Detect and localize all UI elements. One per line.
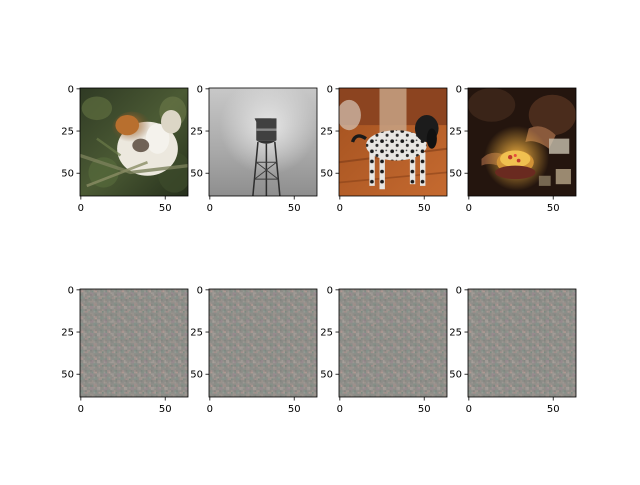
y-tick-label: 0	[456, 84, 462, 95]
y-tick-label: 50	[190, 370, 203, 381]
water-tower-image	[209, 88, 317, 196]
y-tick-label: 25	[190, 328, 203, 339]
y-tick-label: 0	[327, 285, 333, 296]
x-tick-label: 50	[547, 203, 560, 214]
y-tick-label: 25	[61, 127, 74, 138]
cat-image	[80, 88, 188, 196]
axes-frame	[467, 288, 577, 398]
y-tick-label: 0	[68, 84, 74, 95]
subplot-5: 0 50 0 25 50	[61, 285, 189, 415]
x-tick-label: 50	[418, 404, 431, 415]
y-tick-label: 0	[456, 285, 462, 296]
x-tick-label: 0	[466, 203, 472, 214]
y-tick-label: 0	[197, 285, 203, 296]
x-tick-label: 50	[418, 203, 431, 214]
y-tick-label: 50	[320, 370, 333, 381]
generated-image	[209, 289, 317, 397]
subplot-3: 0 50 0 25 50	[320, 84, 448, 214]
subplot-8: 0 50 0 25 50	[449, 285, 577, 415]
y-tick-label: 25	[61, 328, 74, 339]
y-tick-label: 0	[68, 285, 74, 296]
y-tick-label: 50	[190, 169, 203, 180]
subplot-2: 0 50 0 25 50	[190, 84, 318, 214]
cake-image	[468, 88, 576, 196]
subplot-6: 0 50 0 25 50	[190, 285, 318, 415]
x-tick-label: 50	[159, 203, 172, 214]
subplot-7: 0 50 0 25 50	[320, 285, 448, 415]
axes-frame	[79, 288, 189, 398]
axes-frame	[338, 87, 448, 197]
generated-image	[468, 289, 576, 397]
y-tick-label: 0	[197, 84, 203, 95]
x-tick-label: 0	[337, 404, 343, 415]
axes-frame	[79, 87, 189, 197]
axes-frame	[338, 288, 448, 398]
y-tick-label: 25	[449, 328, 462, 339]
axes-frame	[467, 87, 577, 197]
x-tick-label: 0	[78, 203, 84, 214]
y-tick-label: 50	[61, 370, 74, 381]
dog-image	[339, 88, 447, 196]
x-tick-label: 50	[288, 203, 301, 214]
x-tick-label: 0	[78, 404, 84, 415]
y-tick-label: 0	[327, 84, 333, 95]
subplot-4: 0 50 0 25 50	[449, 84, 577, 214]
generated-image	[80, 289, 188, 397]
axes-frame	[208, 87, 318, 197]
panels-layer: 0 50 0 25 50 0 50 0 25 50 0 50 0 25 50 0 50 0 25 50 0 50 0 25 50…	[61, 84, 577, 415]
x-tick-label: 0	[207, 203, 213, 214]
x-tick-label: 0	[337, 203, 343, 214]
x-tick-label: 50	[288, 404, 301, 415]
generated-image	[339, 289, 447, 397]
x-tick-label: 50	[547, 404, 560, 415]
y-tick-label: 50	[449, 169, 462, 180]
y-tick-label: 25	[449, 127, 462, 138]
y-tick-label: 25	[320, 127, 333, 138]
y-tick-label: 50	[61, 169, 74, 180]
axes-frame	[208, 288, 318, 398]
x-tick-label: 0	[207, 404, 213, 415]
x-tick-label: 0	[466, 404, 472, 415]
y-tick-label: 25	[190, 127, 203, 138]
y-tick-label: 50	[449, 370, 462, 381]
y-tick-label: 50	[320, 169, 333, 180]
y-tick-label: 25	[320, 328, 333, 339]
subplot-1: 0 50 0 25 50	[61, 84, 189, 214]
x-tick-label: 50	[159, 404, 172, 415]
